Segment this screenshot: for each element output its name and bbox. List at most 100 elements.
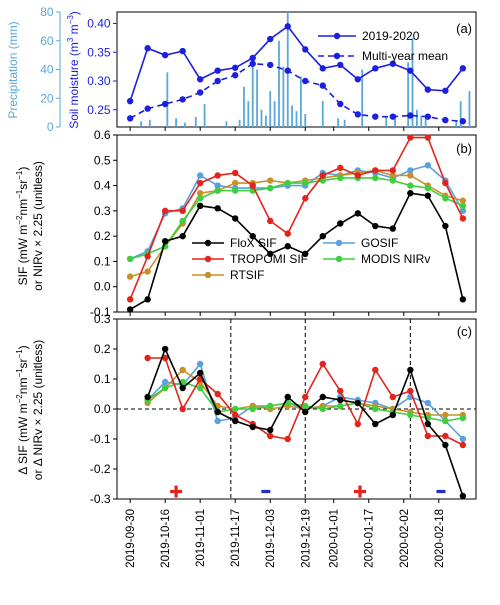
modis-nirv-point: [196, 195, 204, 202]
flox-sif-line: [129, 192, 464, 311]
flox-sif-point: [126, 306, 134, 313]
flox-sif-point: [232, 215, 239, 222]
multi-year-mean-point: [284, 67, 291, 74]
modis-nirv-point: [424, 184, 432, 192]
legend-a: 2019-2020 Multi-year mean: [318, 29, 448, 63]
tropomi-sif-point: [319, 172, 326, 179]
modis-nirv-point: [267, 184, 274, 192]
soil-moisture-2019-2020-point: [249, 54, 256, 62]
flox-sif-point: [284, 243, 291, 250]
multi-year-mean-point: [442, 116, 449, 124]
soil-moisture-2019-2020-point: [267, 35, 274, 43]
x-tick-label: 2019-11-01: [195, 509, 207, 567]
tropomi-sif-point: [179, 207, 186, 215]
soil-moisture-2019-2020-point: [214, 67, 221, 74]
tropomi-sif-point: [442, 179, 449, 187]
flox-sif-point: [442, 222, 449, 230]
flox-sif-point: [372, 222, 379, 230]
panel-b-ylabel-line2: or NIRv × 2.25 (unitless): [31, 161, 45, 291]
delta-tropomi-sif-point: [442, 432, 449, 440]
flox-sif-point: [179, 232, 186, 240]
precipitation-bar: [251, 59, 254, 127]
x-tick-label: 2020-01-01: [329, 509, 341, 568]
tropomi-sif-point: [354, 172, 361, 179]
minus-marker: [261, 489, 271, 494]
delta-tropomi-sif-point: [284, 435, 291, 443]
multi-year-mean-point: [196, 89, 204, 96]
precipitation-bar: [269, 91, 272, 127]
delta-gosif-point: [214, 417, 221, 425]
rtsif-point: [407, 172, 414, 179]
delta-modis-nirv-point: [442, 417, 449, 425]
panel-b-label: (b): [456, 141, 472, 156]
delta-tropomi-sif-point: [267, 432, 274, 440]
panel-c-y-tick-label: -0.1: [90, 432, 111, 446]
multi-year-mean-point: [179, 96, 186, 103]
soil-axis-tick-label: 0.40: [87, 17, 111, 31]
precipitation-bar: [256, 69, 258, 127]
delta-modis-nirv-point: [302, 402, 309, 410]
soil-moisture-2019-2020-point: [372, 65, 379, 72]
delta-flox-sif-point: [196, 369, 204, 377]
precipitation-bar: [225, 121, 228, 127]
delta-modis-nirv-point: [196, 384, 204, 392]
delta-tropomi-sif-point: [372, 366, 379, 374]
delta-flox-sif-point: [372, 420, 379, 428]
precipitation-bar: [278, 40, 280, 127]
panel-b-y-tick-label: 0.3: [94, 204, 111, 218]
multi-year-mean-point: [161, 100, 169, 108]
modis-nirv-point: [284, 179, 291, 187]
legend-label: MODIS NIRv: [361, 252, 430, 266]
x-tick-label: 2020-01-17: [364, 509, 376, 568]
delta-flox-sif-point: [144, 393, 151, 401]
precipitation-bar: [337, 118, 339, 127]
delta-modis-nirv-point: [459, 414, 467, 422]
soil-moisture-2019-2020-point: [459, 65, 467, 72]
tropomi-sif-point: [302, 195, 309, 202]
precip-axis-tick-label: 80: [40, 5, 54, 19]
precipitation-bar: [468, 91, 471, 127]
flox-sif-point: [459, 296, 467, 303]
flox-sif-point: [389, 225, 397, 232]
delta-tropomi-sif-point: [232, 411, 239, 419]
tropomi-sif-point: [267, 217, 274, 225]
soil-moisture-2019-2020-point: [144, 45, 151, 52]
delta-flox-sif-point: [319, 393, 326, 401]
gosif-series: [126, 162, 467, 263]
delta-tropomi-sif-point: [302, 393, 309, 401]
precipitation-bar: [140, 121, 142, 127]
gosif-point: [459, 207, 467, 215]
legend-b: FloX SIF TROPOMI SIF RTSIF GOSIF MODIS NIRv: [192, 236, 430, 282]
x-tick-label: 2019-12-19: [300, 509, 312, 568]
tropomi-sif-point: [196, 179, 204, 187]
delta-gosif-point: [196, 360, 204, 368]
soil-moisture-2019-2020-series: [126, 23, 467, 105]
soil-axis-tick-label: 0.35: [87, 45, 111, 59]
delta-tropomi-sif-point: [389, 393, 397, 401]
delta-flox-sif-point: [284, 393, 291, 401]
tropomi-sif-point: [214, 172, 221, 179]
panel-b-y-tick-label: -0.1: [90, 305, 111, 319]
tropomi-sif-point: [337, 164, 344, 172]
multi-year-mean-point: [354, 111, 361, 118]
soil-moisture-2019-2020-point: [284, 23, 291, 30]
tropomi-sif-series: [126, 134, 467, 303]
precipitation-bar: [243, 86, 245, 127]
delta-tropomi-sif-point: [179, 405, 186, 413]
tropomi-sif-point: [459, 215, 467, 222]
flox-sif-point: [196, 202, 204, 209]
panel-c-ylabel-line2: or Δ NIRv × 2.25 (unitless): [31, 340, 45, 480]
flox-sif-point: [354, 210, 361, 217]
soil-moisture-2019-2020-point: [302, 46, 309, 53]
legend-label: 2019-2020: [362, 29, 420, 43]
legend-label: FloX SIF: [230, 236, 277, 250]
precipitation-bar: [203, 104, 206, 127]
modis-nirv-point: [214, 187, 221, 194]
soil-moisture-2019-2020-point: [442, 87, 449, 94]
delta-flox-sif-point: [389, 411, 397, 419]
panel-c-y-tick-label: 0.0: [94, 402, 111, 416]
precipitation-bar: [459, 101, 462, 127]
flox-sif-point: [267, 250, 274, 258]
x-tick-label: 2019-12-03: [265, 509, 277, 568]
